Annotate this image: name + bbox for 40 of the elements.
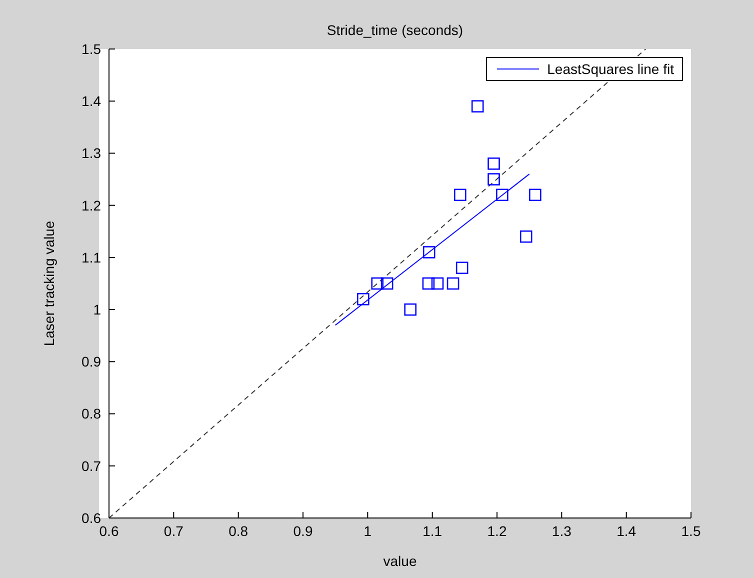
x-tick-label: 1.1 <box>422 522 442 539</box>
point <box>371 277 384 290</box>
x-tick-label: 0.9 <box>293 522 313 539</box>
y-tick-label: 1.5 <box>82 40 102 57</box>
legend-label: LeastSquares line fit <box>547 61 674 77</box>
point <box>446 277 460 290</box>
point <box>431 277 444 290</box>
x-tick-label: 0.8 <box>228 522 248 539</box>
y-axis-title: Laser tracking value <box>40 220 57 346</box>
x-tick-label: 1 <box>364 522 372 539</box>
x-tick-label: 0.6 <box>99 522 119 539</box>
x-tick-label: 1.4 <box>616 522 636 539</box>
point <box>471 100 484 112</box>
y-tick-label: 0.9 <box>82 354 102 370</box>
point <box>520 230 532 243</box>
point <box>488 157 500 170</box>
point <box>422 277 435 290</box>
x-tick-label: 1.3 <box>552 522 572 539</box>
chart-title: Stride_time (seconds) <box>326 22 464 38</box>
point <box>454 188 466 202</box>
y-tick-label: 1 <box>93 302 102 318</box>
y-tick-label: 0.8 <box>82 406 102 422</box>
x-tick-label: 1.2 <box>487 522 507 539</box>
y-tick-label: 0.7 <box>82 458 102 474</box>
point <box>529 188 542 202</box>
point <box>456 262 468 274</box>
y-tick-label: 1.4 <box>82 93 102 110</box>
point <box>496 188 508 202</box>
point <box>380 277 394 290</box>
point <box>422 246 436 258</box>
x-axis-title: value <box>383 553 417 569</box>
y-tick-label: 1.2 <box>82 197 102 214</box>
x-tick-label: 1.5 <box>681 522 701 539</box>
y-tick-label: 0.6 <box>82 510 102 526</box>
x-tick-label: 0.7 <box>164 522 184 539</box>
point <box>356 292 370 306</box>
point <box>488 173 500 186</box>
y-tick-label: 1.3 <box>82 145 102 162</box>
point <box>404 303 416 316</box>
y-tick-label: 1.1 <box>82 249 102 266</box>
